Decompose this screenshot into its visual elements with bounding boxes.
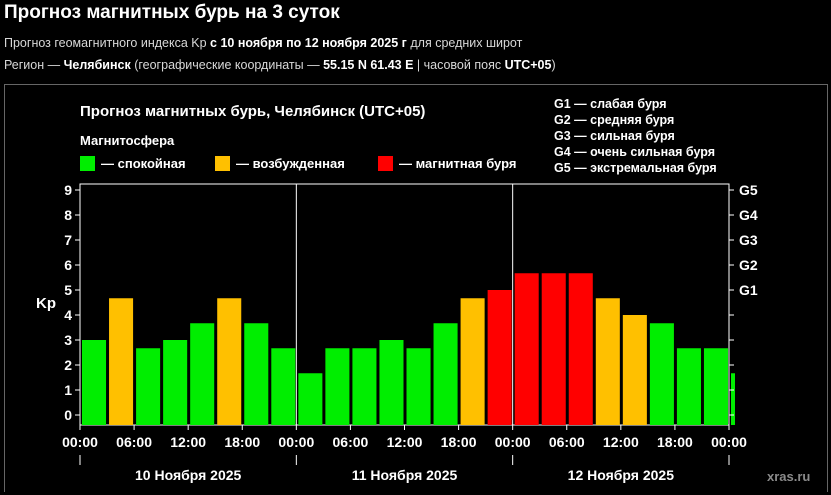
y-tick-label: 4: [64, 307, 72, 323]
kp-bar: [649, 323, 674, 425]
region-suffix: ): [551, 58, 556, 72]
legend-title: Магнитосфера: [80, 133, 175, 148]
legend-label-calm: — спокойная: [101, 156, 186, 171]
kp-bar: [190, 323, 215, 425]
kp-bar: [703, 348, 728, 425]
x-tick-label: 12:00: [603, 434, 639, 450]
chart-title: Прогноз магнитных бурь, Челябинск (UTC+0…: [80, 103, 425, 120]
day-label: 11 Ноября 2025: [352, 467, 458, 483]
legend-swatch-calm: [80, 156, 95, 171]
x-tick-label: 18:00: [657, 434, 693, 450]
g-tick-label: G3: [739, 232, 758, 248]
y-tick-label: 0: [64, 407, 72, 423]
legend-excited: — возбужденная: [215, 156, 345, 171]
kp-bar: [109, 298, 134, 425]
g-tick-label: G4: [739, 207, 758, 223]
chart-frame: [4, 84, 828, 492]
legend-label-storm: — магнитная буря: [399, 156, 516, 171]
x-tick-label: 06:00: [333, 434, 369, 450]
x-tick-label: 18:00: [441, 434, 477, 450]
kp-bar: [568, 273, 593, 425]
x-tick-label: 00:00: [495, 434, 531, 450]
day-label: 12 Ноября 2025: [568, 467, 675, 483]
period-suffix: для средних широт: [406, 36, 523, 50]
kp-bar: [325, 348, 350, 425]
y-tick-label: 3: [64, 332, 72, 348]
forecast-period-line: Прогноз геомагнитного индекса Kp с 10 но…: [4, 36, 522, 50]
kp-bar: [460, 298, 485, 425]
period-prefix: Прогноз геомагнитного индекса Kp: [4, 36, 211, 50]
g-tick-label: G2: [739, 257, 758, 273]
g-scale-item-g5: G5 — экстремальная буря: [554, 161, 717, 175]
day-label: 10 Ноября 2025: [135, 467, 242, 483]
region-line: Регион — Челябинск (географические коорд…: [4, 58, 556, 72]
g-tick-label: G5: [739, 182, 758, 198]
kp-bar: [514, 273, 539, 425]
page-title: Прогноз магнитных бурь на 3 суток: [4, 2, 340, 23]
x-tick-label: 06:00: [116, 434, 152, 450]
kp-bar: [352, 348, 377, 425]
legend-swatch-excited: [215, 156, 230, 171]
x-tick-label: 00:00: [711, 434, 747, 450]
plot-area: 0 1 2 3 4 5 6 7 8 9 G1 G2 G3 G4 G5 00:00 06:00 12:00 18:00…: [62, 182, 758, 483]
y-axis-label: Kp: [36, 295, 56, 312]
kp-bar: [433, 323, 458, 425]
period-dates: с 10 ноября по 12 ноября 2025 г: [210, 36, 407, 50]
x-tick-label: 00:00: [278, 434, 314, 450]
x-tick-label: 12:00: [387, 434, 423, 450]
region-prefix: Регион —: [4, 58, 64, 72]
legend-swatch-storm: [378, 156, 393, 171]
y-tick-label: 9: [64, 182, 72, 198]
x-tick-label: 06:00: [549, 434, 585, 450]
x-tick-label: 18:00: [224, 434, 260, 450]
g-tick-label: G1: [739, 282, 758, 298]
watermark: xras.ru: [767, 469, 810, 484]
kp-bar: [622, 315, 647, 425]
g-scale-item-g2: G2 — средняя буря: [554, 113, 674, 127]
kp-bar: [244, 323, 269, 425]
kp-bar: [541, 273, 566, 425]
kp-bar: [676, 348, 701, 425]
region-tz-prefix: | часовой пояс: [413, 58, 505, 72]
x-tick-label: 00:00: [62, 434, 98, 450]
kp-bar: [406, 348, 431, 425]
region-coords: 55.15 N 61.43 E: [323, 58, 414, 72]
kp-bar: [298, 373, 323, 425]
kp-bar: [82, 340, 107, 425]
kp-bar: [163, 340, 188, 425]
g-scale-item-g3: G3 — сильная буря: [554, 129, 675, 143]
legend-label-excited: — возбужденная: [236, 156, 345, 171]
g-scale-item-g4: G4 — очень сильная буря: [554, 145, 715, 159]
region-mid: (географические координаты —: [130, 58, 324, 72]
kp-bar: [487, 290, 512, 425]
y-tick-label: 5: [64, 282, 72, 298]
kp-bar: [136, 348, 161, 425]
x-tick-label: 12:00: [170, 434, 206, 450]
region-city: Челябинск: [63, 58, 131, 72]
g-scale-item-g1: G1 — слабая буря: [554, 97, 667, 111]
y-tick-label: 1: [64, 382, 72, 398]
y-tick-label: 6: [64, 257, 72, 273]
legend-calm: — спокойная: [80, 156, 186, 171]
g-scale-legend: G1 — слабая буря G2 — средняя буря G3 — …: [554, 97, 717, 175]
y-tick-label: 7: [64, 232, 72, 248]
legend-storm: — магнитная буря: [378, 156, 516, 171]
y-tick-label: 8: [64, 207, 72, 223]
region-tz: UTC+05: [504, 58, 552, 72]
y-tick-label: 2: [64, 357, 72, 373]
kp-bar: [271, 348, 296, 425]
kp-bar: [731, 373, 735, 425]
kp-bar: [595, 298, 620, 425]
kp-bar: [217, 298, 242, 425]
kp-bar: [379, 340, 404, 425]
